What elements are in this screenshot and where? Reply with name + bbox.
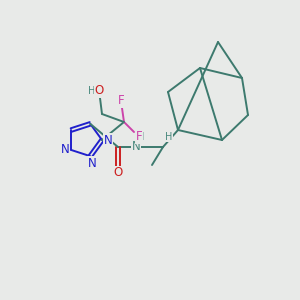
Text: N: N [88,157,97,170]
Text: H: H [137,132,145,142]
Text: N: N [61,143,70,157]
Text: O: O [94,85,103,98]
Text: O: O [113,167,123,179]
Text: F: F [118,94,124,107]
Text: H: H [88,86,96,96]
Text: N: N [103,134,112,146]
Text: H: H [165,132,173,142]
Text: F: F [136,130,142,143]
Text: N: N [132,140,140,152]
